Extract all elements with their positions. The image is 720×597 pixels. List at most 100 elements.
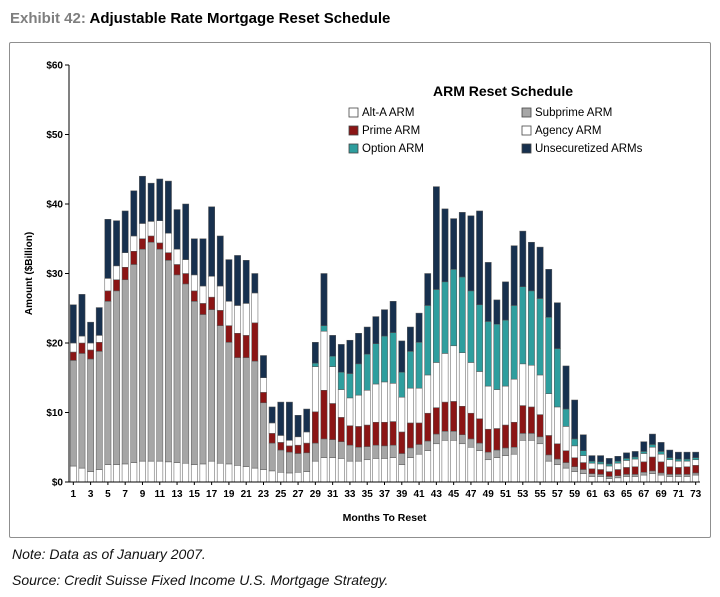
bar-segment (407, 422, 414, 449)
bar-segment (562, 426, 570, 451)
bar-segment (234, 357, 241, 466)
bar-segment (311, 366, 319, 413)
x-tick-label: 47 (465, 489, 477, 500)
bar-segment (286, 451, 293, 474)
bar-segment (286, 440, 293, 447)
bar-segment (692, 451, 700, 458)
bar-segment (415, 422, 423, 445)
bar-segment (415, 342, 423, 389)
bar-segment (623, 467, 630, 475)
bar-segment (528, 406, 535, 434)
bar-segment (337, 371, 345, 390)
bar-segment (433, 433, 440, 445)
bar-segment (597, 476, 604, 483)
bar-segment (389, 301, 397, 333)
bar-segment (545, 393, 553, 436)
bar-segment (173, 264, 181, 276)
bar-segment (355, 426, 362, 448)
bar-segment (104, 464, 112, 483)
bar-segment (683, 476, 691, 483)
bar-segment (165, 180, 172, 234)
bar-segment (389, 383, 397, 422)
bar-segment (640, 451, 648, 454)
bar-segment (476, 418, 483, 444)
bar-segment (605, 471, 613, 477)
bar-segment (631, 466, 639, 475)
bar-segment (355, 394, 362, 427)
x-tick-label: 59 (569, 489, 581, 500)
bar-segment (502, 319, 509, 387)
bar-segment (536, 414, 544, 438)
bar-segment (337, 344, 345, 373)
legend-label: Subprime ARM (535, 107, 612, 119)
bar-segment (260, 392, 267, 404)
x-tick-label: 57 (552, 489, 564, 500)
bar-segment (692, 474, 700, 483)
bar-segment (579, 469, 587, 474)
bar-segment (554, 443, 561, 460)
bar-segment (78, 335, 86, 344)
bar-segment (484, 262, 492, 322)
bar-segment (337, 389, 345, 418)
bar-segment (528, 433, 535, 441)
x-tick-label: 7 (122, 489, 128, 500)
bar-segment (78, 467, 86, 483)
bar-segment (234, 465, 241, 483)
bar-segment (372, 316, 380, 344)
x-tick-label: 55 (535, 489, 547, 500)
x-tick-label: 67 (638, 489, 650, 500)
bar-segment (147, 221, 155, 237)
bar-segment (588, 455, 596, 462)
bar-segment (398, 396, 406, 433)
bar-segment (597, 463, 604, 470)
y-axis-title: Amount ($Billion) (24, 232, 35, 315)
bar-segment (363, 446, 371, 461)
bar-segment (139, 248, 146, 462)
bar-segment (579, 455, 587, 463)
bar-segment (588, 476, 596, 483)
data-note: Note: Data as of January 2007. (12, 546, 206, 562)
bar-segment (510, 245, 518, 306)
bar-segment (510, 305, 518, 380)
bar-segment (692, 457, 700, 461)
bar-segment (69, 465, 77, 483)
bar-segment (208, 460, 215, 483)
bar-segment (407, 447, 414, 458)
bar-segment (493, 428, 501, 451)
bar-segment (675, 458, 682, 462)
bar-segment (579, 473, 587, 483)
bar-segment (666, 459, 674, 467)
bar-segment (657, 442, 665, 452)
x-tick-label: 61 (586, 489, 598, 500)
bar-segment (657, 472, 665, 476)
bar-segment (467, 215, 475, 292)
bar-segment (657, 474, 665, 483)
bar-segment (69, 360, 77, 467)
bar-segment (623, 476, 630, 483)
source-note: Source: Credit Suisse Fixed Income U.S. … (12, 572, 389, 588)
bar-segment (407, 351, 414, 389)
bar-segment (476, 450, 483, 483)
bar-segment (87, 342, 94, 351)
bar-segment (165, 232, 172, 253)
bar-segment (277, 401, 285, 436)
bar-segment (242, 303, 250, 336)
x-tick-label: 23 (258, 489, 270, 500)
bar-segment (104, 278, 112, 292)
bar-segment (87, 471, 94, 483)
bar-segment (579, 434, 587, 451)
bar-segment (571, 445, 579, 458)
bar-segment (104, 301, 112, 465)
bar-segment (113, 220, 120, 267)
bar-segment (329, 403, 336, 440)
bar-segment (407, 457, 414, 483)
bar-segment (381, 458, 388, 483)
bar-segment (631, 456, 639, 460)
bar-segment (649, 447, 656, 458)
bar-segment (337, 458, 345, 483)
x-tick-label: 33 (344, 489, 356, 500)
bar-segment (528, 290, 535, 366)
bar-segment (381, 421, 388, 447)
legend-label: Alt-A ARM (362, 107, 414, 119)
bar-segment (311, 411, 319, 444)
